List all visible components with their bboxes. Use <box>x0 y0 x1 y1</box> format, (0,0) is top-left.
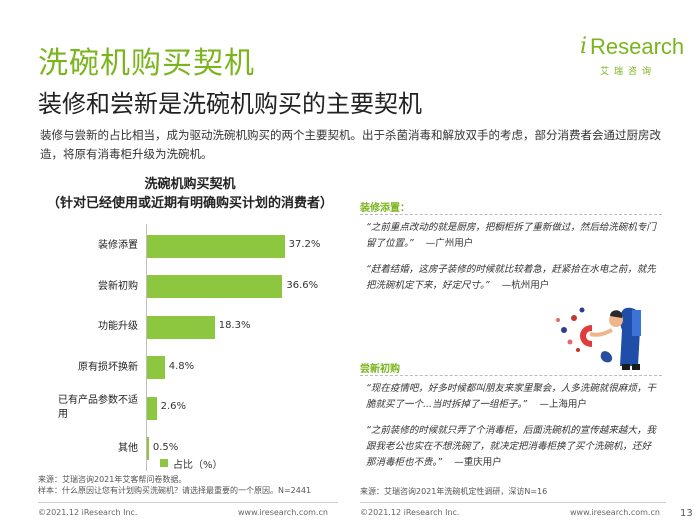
footer-url-right: www.iresearch.com.cn <box>570 508 660 517</box>
footer-rule-right <box>360 502 666 503</box>
right-source: 来源：艾瑞咨询2021年洗碗机定性调研，深访N=16 <box>360 487 548 496</box>
quote-4-user: —重庆用户 <box>454 457 502 468</box>
legend-swatch <box>160 459 168 467</box>
value-label: 0.5% <box>152 441 179 453</box>
bar <box>147 315 215 339</box>
section1-divider <box>360 214 662 215</box>
chart-title-main: 洗碗机购买契机 <box>144 177 236 192</box>
quote-1-user: —广州用户 <box>425 238 474 249</box>
quote-3-user: —上海用户 <box>539 399 587 410</box>
chart-source-line1: 来源：艾瑞咨询2021年艾客帮问卷数据。 <box>38 475 187 484</box>
value-label: 2.6% <box>160 401 187 413</box>
bar <box>147 356 165 380</box>
value-label: 37.2% <box>288 239 321 251</box>
intro-text: 装修与尝新的占比相当，成为驱动洗碗机购买的两个主要契机。出于杀菌消毒和解放双手的… <box>40 128 661 161</box>
quote-4: “之前装修的时候就只弄了个消毒柜，后面洗碗机的宣传越来越大，我跟我老公也实在不想… <box>366 423 658 471</box>
quote-2-user: —杭州用户 <box>501 280 550 291</box>
page-subtitle: 装修和尝新是洗碗机购买的主要契机 <box>38 90 422 118</box>
category-label: 其他 <box>118 442 138 454</box>
quote-1: “之前重点改动的就是厨房，把橱柜拆了重新做过，然后给洗碗机专门留了位置。” —广… <box>366 220 658 252</box>
quote-2-text: “赶着结婚，这房子装修的时候就比较着急，赶紧拾在水电之前，就先把洗碗机定下来，好… <box>366 264 656 291</box>
footer-rule-left <box>38 502 338 503</box>
bar <box>147 437 149 461</box>
person-magnet-illustration <box>556 307 642 370</box>
logo-research: Research <box>590 34 685 59</box>
quote-1-text: “之前重点改动的就是厨房，把橱柜拆了重新做过，然后给洗碗机专门留了位置。” <box>366 222 656 249</box>
section2-divider <box>360 375 662 376</box>
bar <box>147 234 285 258</box>
section2-title: 尝新初购 <box>360 364 400 375</box>
footer-url-left: www.iresearch.com.cn <box>238 508 328 517</box>
chart-axis <box>146 224 147 471</box>
logo-subtitle: 艾瑞咨询 <box>600 67 657 77</box>
legend-label: 占比（%） <box>173 460 223 471</box>
quote-4-text: “之前装修的时候就只弄了个消毒柜，后面洗碗机的宣传越来越大，我跟我老公也实在不想… <box>366 425 656 468</box>
section1-title: 装修添置： <box>360 203 410 214</box>
chart-title: 洗碗机购买契机 （针对已经使用或近期有明确购买计划的消费者） <box>40 175 340 213</box>
footer-copyright-right: ©2021.12 iResearch Inc. <box>360 508 460 517</box>
quote-3-text: “现在疫情吧，好多时候都叫朋友来家里聚会，人多洗碗就很麻烦，干脆就买了一个...… <box>366 383 656 410</box>
value-label: 4.8% <box>168 360 195 372</box>
quote-2: “赶着结婚，这房子装修的时候就比较着急，赶紧拾在水电之前，就先把洗碗机定下来，好… <box>366 262 658 294</box>
page-title: 洗碗机购买契机 <box>38 46 255 81</box>
bar <box>147 275 283 299</box>
value-label: 36.6% <box>286 279 319 291</box>
chart-source: 来源：艾瑞咨询2021年艾客帮问卷数据。 样本：什么原因让您有计划购买洗碗机？请… <box>38 474 311 496</box>
category-label: 装修添置 <box>98 240 138 252</box>
category-label: 尝新初购 <box>98 280 138 292</box>
page-number: 13 <box>680 508 693 519</box>
logo-i: i <box>580 34 588 59</box>
value-label: 18.3% <box>218 320 251 332</box>
footer-copyright-left: ©2021.12 iResearch Inc. <box>38 508 138 517</box>
category-label: 功能升级 <box>98 321 138 333</box>
category-label: 原有损坏换新 <box>78 361 138 373</box>
chart-source-line2: 样本：什么原因让您有计划购买洗碗机？请选择最重要的一个原因。N=2441 <box>38 486 312 495</box>
iresearch-logo: i Research 艾瑞咨询 <box>580 30 684 80</box>
quote-3: “现在疫情吧，好多时候都叫朋友来家里聚会，人多洗碗就很麻烦，干脆就买了一个...… <box>366 381 658 413</box>
chart-title-sub: （针对已经使用或近期有明确购买计划的消费者） <box>46 196 333 211</box>
category-label: 已有产品参数不适用 <box>58 395 138 421</box>
bar <box>147 396 157 420</box>
